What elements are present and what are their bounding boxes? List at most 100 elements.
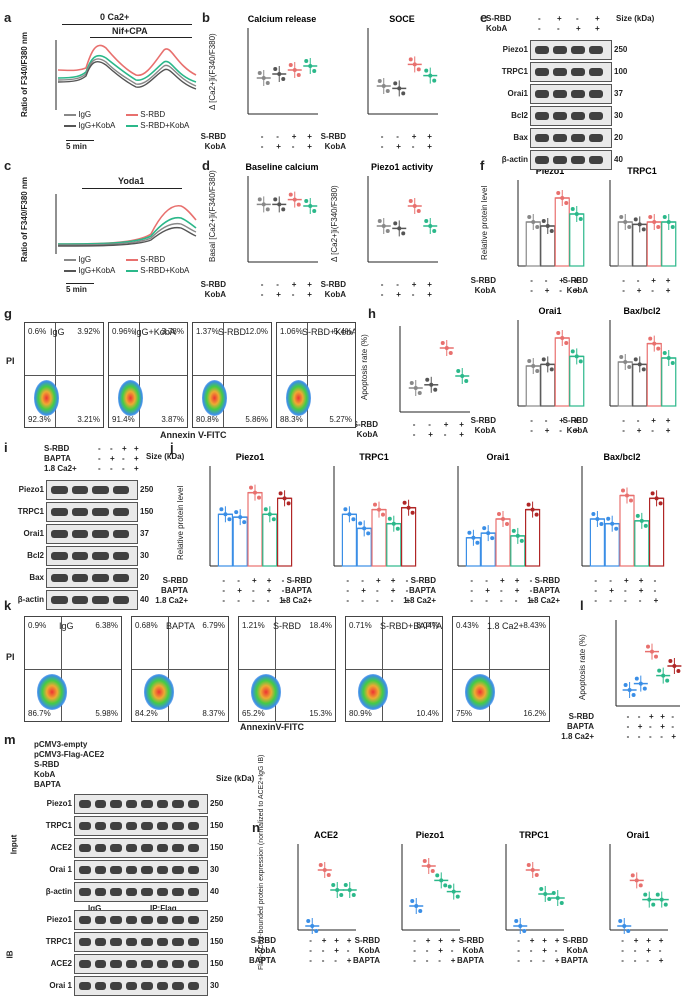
- blot-m-ip-size-3: 30: [210, 981, 219, 990]
- j4-sign-2-4: +: [653, 596, 659, 605]
- blot-i-band-4-2: [92, 574, 109, 582]
- plot-f1-point-3-0: [570, 207, 575, 211]
- n3-sign-0-0: -: [517, 936, 520, 945]
- b1-cond-1: KobA: [204, 142, 226, 151]
- blot-m-ip-strip-3: [74, 976, 208, 996]
- plot-j4-point-0-2: [599, 522, 604, 526]
- plot-n4-point-2-2: [651, 902, 656, 907]
- f3-sign-1-1: +: [544, 426, 550, 435]
- flow-g-q1-2: 1.37%: [196, 327, 219, 336]
- n4-cond-0: S-RBD: [562, 936, 588, 945]
- blot-m-input-band-4-5: [156, 888, 168, 896]
- blot-i-band-1-2: [92, 508, 109, 516]
- plot-l-point-0-0: [623, 683, 628, 687]
- blot-m-cond-3: KobA: [34, 770, 56, 779]
- plot-f2-point-2-1: [652, 220, 657, 224]
- b2-sign-0-0: -: [380, 132, 384, 141]
- plot-f1-point-0-1: [531, 220, 536, 224]
- d2-sign-0-1: -: [396, 280, 399, 289]
- blot-m-ip-band-0-0: [79, 916, 91, 924]
- flow-g-q3-1: 91.4%: [112, 415, 135, 424]
- plot-j4-point-1-1: [610, 521, 615, 526]
- f4-sign-0-3: +: [665, 416, 671, 425]
- plot-d2-point-0-0: [377, 219, 382, 223]
- j3-sign-1-4: -: [529, 586, 533, 595]
- flow-k-q3-1: 84.2%: [135, 709, 158, 718]
- plot-n2-point-2-1: [439, 878, 444, 883]
- blot-e-sign-1-0: -: [538, 24, 541, 33]
- plot-d2-point-2-2: [416, 209, 421, 213]
- plot-b1-point-1-0: [273, 67, 278, 71]
- n2-sign-2-2: -: [438, 956, 441, 965]
- flow-k-q2-1: 6.79%: [202, 621, 225, 630]
- flow-g-title-0: IgG: [50, 327, 65, 337]
- plot-j2-point-2-1: [377, 507, 381, 512]
- blot-m-ip-band-0-3: [125, 916, 137, 924]
- j1-sign-2-3: -: [266, 596, 270, 605]
- blot-m-ip-band-2-3: [125, 960, 137, 968]
- blot-m-input-band-4-3: [125, 888, 137, 896]
- plot-h-point-3-2: [464, 379, 469, 383]
- b2-sign-0-2: +: [411, 132, 417, 141]
- n4-sign-2-1: -: [633, 956, 637, 965]
- blot-m-input-row-1: TRPC1: [45, 821, 72, 830]
- blot-i-sign-0-0: -: [98, 444, 101, 453]
- blot-e-band-2-3: [589, 90, 603, 98]
- plot-j2-point-3-0: [387, 516, 392, 521]
- blot-e-row-2: Orai1: [507, 89, 528, 98]
- j1-sign-2-0: -: [222, 596, 226, 605]
- blot-m-input-band-0-7: [187, 800, 199, 808]
- plot-f1-point-3-1: [574, 212, 579, 216]
- n1-sign-0-2: +: [334, 936, 339, 945]
- plot-n3-point-0-0: [514, 919, 519, 923]
- n1-sign-0-3: +: [346, 936, 352, 945]
- f1-sign-1-0: -: [530, 286, 533, 295]
- flow-k-plot-0: IgG 0.9% 6.38% 86.7% 5.98%: [24, 616, 122, 722]
- blot-i-sign-2-0: -: [98, 464, 101, 473]
- l-sign-0-0: -: [626, 712, 630, 721]
- plot-n2-point-1-2: [430, 869, 435, 873]
- n3-sign-1-0: -: [517, 946, 520, 955]
- blot-m-ip-band-1-5: [156, 938, 168, 946]
- plot-d2-point-0-2: [385, 229, 390, 233]
- flow-g-q2-3: 5.4%: [333, 327, 352, 336]
- blot-m-ip-band-1-1: [94, 938, 106, 946]
- plot-f4-point-1-2: [641, 367, 646, 372]
- flow-k-title-2: S-RBD: [273, 621, 302, 631]
- blot-e-band-0-0: [535, 46, 549, 54]
- blot-m-input-band-4-1: [94, 888, 106, 896]
- blot-e-band-3-3: [589, 112, 603, 120]
- blot-m-ip-band-0-6: [172, 916, 184, 924]
- plot-j3-point-1-0: [482, 526, 487, 531]
- plot-j1-point-3-2: [271, 517, 276, 522]
- n3-sign-1-3: -: [554, 946, 558, 955]
- blot-e-strip-3: [530, 106, 612, 126]
- j1-cond-2: 1.8 Ca2+: [155, 596, 188, 605]
- blot-m-ip-band-1-0: [79, 938, 91, 946]
- blot-e-sign-0-3: +: [595, 14, 600, 23]
- plot-j2-point-4-2: [410, 510, 415, 515]
- blot-m-input-strip-2: [74, 838, 208, 858]
- blot-i-band-4-3: [112, 574, 129, 582]
- plot-j2-bar-2: [371, 508, 387, 567]
- plot-j3-title: Orai1: [486, 452, 509, 462]
- blot-i-band-0-3: [112, 486, 129, 494]
- blot-m-ip-band-2-0: [79, 960, 91, 968]
- flow-g-cloud-1: [118, 380, 144, 416]
- plot-b1-point-0-1: [261, 76, 266, 80]
- f2-sign-0-2: +: [651, 276, 656, 285]
- b2-sign-1-3: +: [427, 142, 432, 151]
- plot-d1-point-3-2: [312, 209, 317, 213]
- flow-g-q3-3: 88.3%: [280, 415, 303, 424]
- plot-b2-point-1-1: [397, 86, 402, 91]
- plot-f3-point-3-1: [574, 354, 579, 359]
- plot-j2-point-3-1: [391, 521, 396, 526]
- plot-f4-title: Bax/bcl2: [623, 306, 660, 316]
- blot-m-input-band-1-1: [94, 822, 106, 830]
- f1-sign-1-3: +: [573, 286, 579, 295]
- flow-g-q1-1: 0.96%: [112, 327, 135, 336]
- blot-m-input-band-1-5: [156, 822, 168, 830]
- plot-b2-point-1-2: [401, 91, 406, 96]
- plot-d1-point-2-0: [288, 192, 293, 197]
- blot-m-ip-band-3-0: [79, 982, 91, 990]
